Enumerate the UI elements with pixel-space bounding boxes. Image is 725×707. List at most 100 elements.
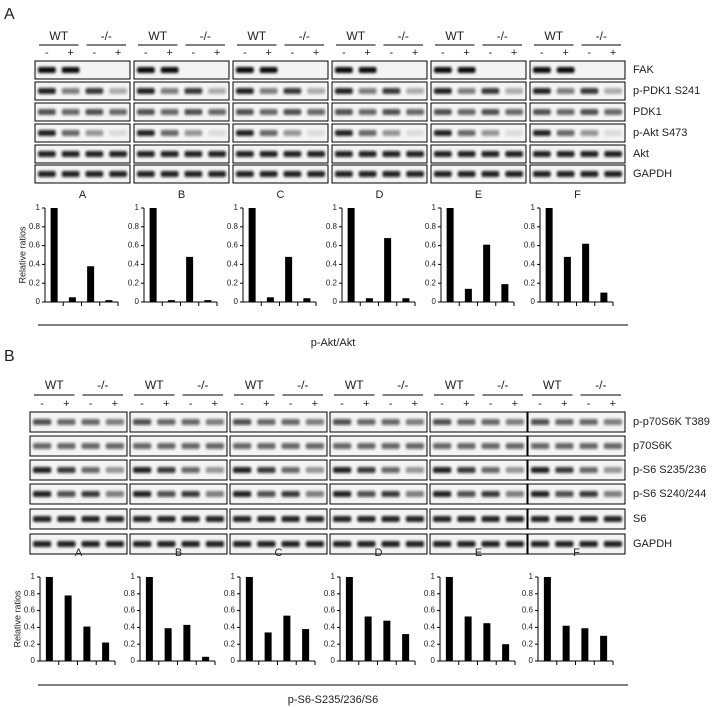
blot	[129, 533, 228, 555]
band	[81, 541, 100, 547]
blot	[529, 81, 626, 101]
bar	[68, 297, 76, 302]
treatment-label: -	[243, 47, 247, 59]
blot	[29, 483, 128, 505]
bar	[145, 577, 153, 661]
band	[57, 443, 76, 449]
y-tick-label: 0	[231, 656, 236, 665]
blot	[232, 81, 329, 101]
blot-label: GAPDH	[633, 538, 672, 550]
blot-frame	[129, 411, 228, 433]
bar	[402, 298, 410, 302]
blot-frame	[429, 435, 528, 457]
band	[335, 171, 353, 177]
band	[405, 516, 424, 522]
band	[433, 443, 452, 449]
band	[160, 151, 179, 157]
group-label: -/-	[297, 378, 308, 392]
band	[257, 491, 276, 497]
blot	[430, 164, 527, 184]
blot	[429, 508, 528, 530]
y-tick-label: 0.2	[524, 278, 536, 287]
band	[109, 109, 127, 115]
blot	[29, 533, 128, 555]
blot-frame	[429, 483, 528, 505]
y-tick-label: 0.4	[424, 623, 436, 632]
band	[38, 130, 56, 136]
band	[357, 491, 376, 497]
band	[81, 516, 100, 522]
bar	[245, 577, 253, 661]
bar	[204, 300, 212, 302]
group-label: WT	[49, 29, 68, 43]
treatment-label: -	[587, 398, 591, 410]
treatment-label: +	[562, 47, 568, 59]
band	[281, 419, 300, 425]
band	[157, 419, 176, 425]
band	[333, 541, 352, 547]
band	[205, 541, 224, 547]
band	[283, 88, 302, 94]
band	[57, 467, 76, 473]
blot-frame	[133, 123, 230, 143]
group-label: -/-	[97, 378, 108, 392]
blot-label: S6	[633, 513, 646, 525]
blot	[329, 435, 428, 457]
blot-label: p-S6 S235/236	[633, 464, 706, 476]
band	[579, 491, 598, 497]
band	[579, 467, 598, 473]
bar	[502, 644, 510, 661]
y-tick-label: 0	[135, 297, 140, 306]
band	[259, 171, 278, 177]
band	[580, 88, 599, 94]
blot-frame	[329, 508, 428, 530]
blot	[329, 483, 428, 505]
bar	[562, 625, 570, 661]
band	[556, 88, 575, 94]
blot-frame	[331, 60, 428, 80]
band	[580, 109, 599, 115]
band	[433, 467, 452, 473]
y-tick-label: 0.2	[326, 278, 338, 287]
y-tick-label: 0.2	[124, 639, 136, 648]
treatment-label: +	[412, 47, 418, 59]
band	[259, 88, 278, 94]
treatment-label: +	[363, 398, 369, 410]
blot	[529, 123, 626, 143]
bar	[501, 284, 509, 302]
band	[233, 467, 252, 473]
band	[305, 443, 324, 449]
blot-frame	[529, 60, 626, 80]
band	[555, 541, 574, 547]
band	[236, 130, 254, 136]
y-tick-label: 1	[333, 203, 338, 212]
band	[257, 541, 276, 547]
blot-frame	[34, 60, 131, 80]
y-tick-label: 0.8	[425, 222, 437, 231]
band	[61, 130, 80, 136]
band	[85, 88, 104, 94]
band	[283, 109, 302, 115]
band	[333, 419, 352, 425]
band	[33, 541, 52, 547]
group-label: -/-	[299, 29, 310, 43]
treatment-label: +	[511, 47, 517, 59]
blot-frame	[529, 102, 626, 122]
blot-frame	[430, 164, 527, 184]
y-tick-label: 0	[131, 656, 136, 665]
bar	[345, 577, 353, 661]
blot	[133, 144, 230, 164]
blot-frame	[429, 459, 528, 481]
treatment-label: +	[115, 47, 121, 59]
band	[137, 171, 155, 177]
blot	[232, 102, 329, 122]
band	[481, 516, 500, 522]
bar	[543, 577, 551, 661]
blot-frame	[429, 411, 528, 433]
band	[434, 130, 452, 136]
bar	[164, 628, 172, 661]
blot-frame	[232, 123, 329, 143]
bar	[302, 629, 310, 661]
band	[105, 491, 124, 497]
band	[208, 109, 226, 115]
